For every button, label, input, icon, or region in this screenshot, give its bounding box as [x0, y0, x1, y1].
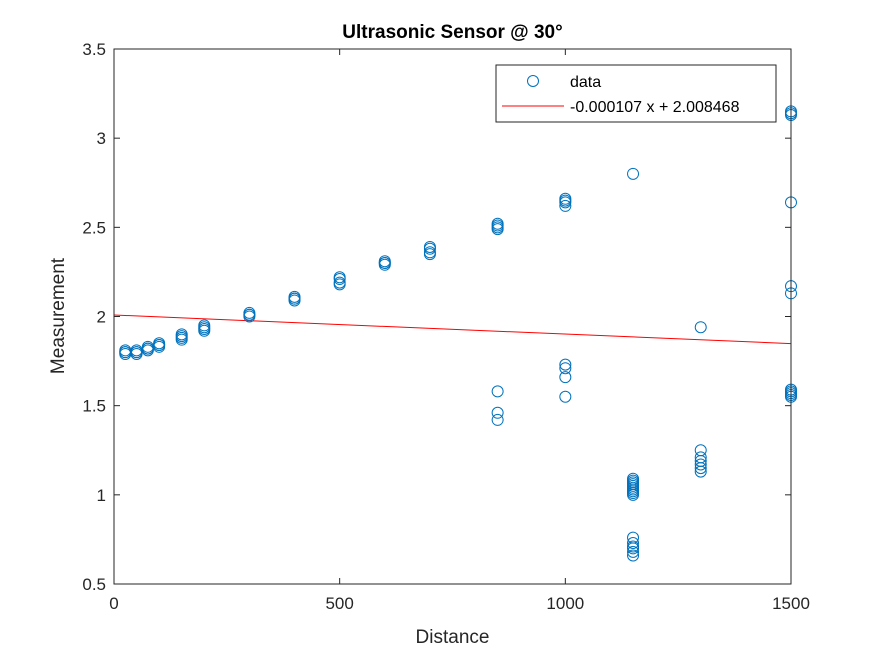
data-point — [491, 217, 504, 230]
x-tick-label: 1500 — [772, 594, 810, 613]
x-tick-label: 1000 — [546, 594, 584, 613]
y-tick-label: 3 — [97, 129, 106, 148]
data-point — [423, 240, 436, 253]
legend-box — [495, 64, 777, 123]
data-point — [130, 346, 143, 359]
y-axis-label: Measurement — [48, 257, 69, 374]
data-point — [559, 199, 572, 212]
data-point — [559, 192, 572, 205]
data-point — [559, 371, 572, 384]
y-tick-label: 1 — [97, 486, 106, 505]
y-tick-label: 1.5 — [82, 397, 106, 416]
x-tick-label: 0 — [109, 594, 118, 613]
y-tick-label: 3.5 — [82, 40, 106, 59]
data-point — [559, 390, 572, 403]
data-point — [153, 339, 166, 352]
data-point — [627, 167, 640, 180]
tick-layer: 0 500 1000 1500 0.5 1 1.5 2 2.5 3 3.5 — [82, 40, 810, 613]
data-point — [198, 321, 211, 334]
data-point — [559, 358, 572, 371]
data-point — [333, 271, 346, 284]
data-point — [627, 549, 640, 562]
data-point — [694, 465, 707, 478]
data-point — [423, 246, 436, 259]
fit-line — [113, 314, 792, 345]
legend-label-fit: -0.000107 x + 2.008468 — [570, 99, 740, 116]
plot-area — [114, 49, 791, 584]
legend-label-data: data — [570, 74, 601, 91]
data-point — [175, 330, 188, 343]
data-point — [491, 413, 504, 426]
data-point — [288, 292, 301, 305]
data-point — [694, 321, 707, 334]
fit-line-layer — [113, 314, 792, 345]
y-tick-label: 2.5 — [82, 218, 106, 237]
y-tick-label: 0.5 — [82, 575, 106, 594]
data-point — [627, 545, 640, 558]
data-point — [378, 257, 391, 269]
data-point — [694, 462, 707, 475]
data-point — [694, 458, 707, 471]
chart-title: Ultrasonic Sensor @ 30° — [342, 22, 562, 43]
data-point — [491, 385, 504, 398]
data-point — [491, 406, 504, 419]
data-point — [627, 488, 640, 501]
data-point — [243, 308, 256, 321]
data-point — [559, 362, 572, 375]
data-point — [627, 542, 640, 555]
data-point — [333, 276, 346, 289]
legend: data -0.000107 x + 2.008468 — [495, 64, 777, 123]
legend-marker-data — [527, 75, 539, 87]
x-tick-label: 500 — [325, 594, 353, 613]
y-tick-label: 2 — [97, 308, 106, 327]
data-point — [141, 342, 154, 355]
data-point — [627, 536, 640, 549]
x-axis-label: Distance — [416, 627, 490, 648]
